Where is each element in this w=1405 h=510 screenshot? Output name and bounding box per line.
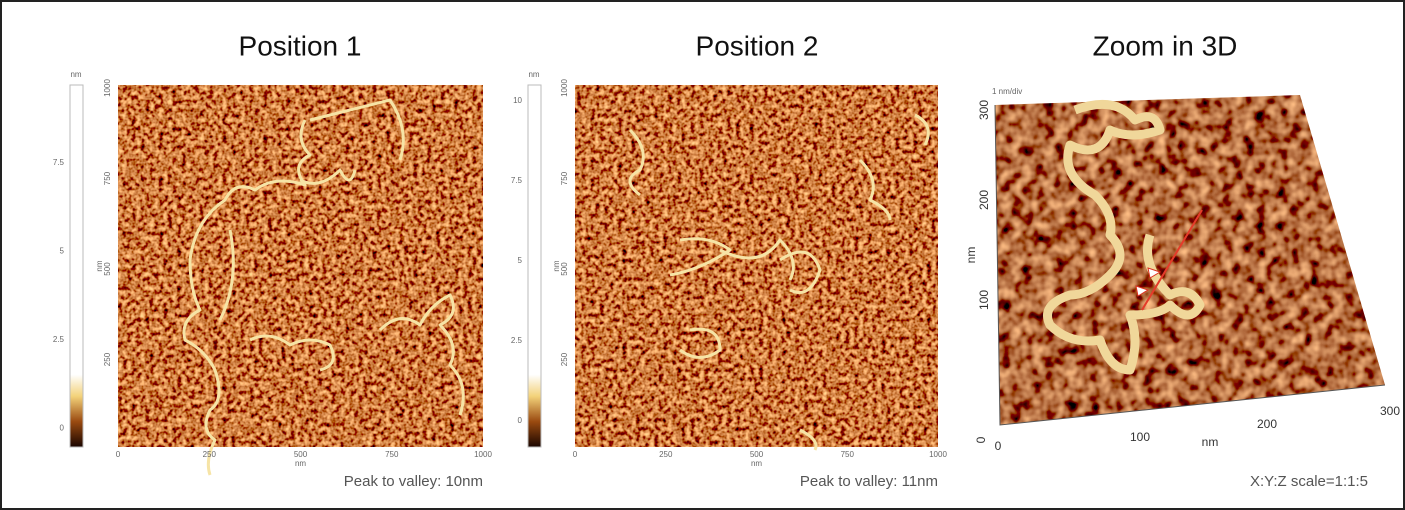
caption: Peak to valley: 11nm [800,473,938,490]
y-tick-label: 750 [103,171,112,185]
colorbar-tick: 10 [513,96,522,105]
x-tick-label: 1000 [474,450,492,459]
y-axis-label: nm [95,260,104,271]
x-tick-label: 750 [385,450,399,459]
x-tick-label: 0 [116,450,121,459]
y-tick-label: 1000 [103,79,112,97]
y-tick-label: 300 [977,100,991,120]
x-tick-label: 0 [995,439,1002,453]
panel-title: Zoom in 3D [1093,30,1238,61]
y-axis-label: nm [964,247,978,264]
y-tick-label: 100 [977,290,991,310]
x-tick-label: 100 [1130,430,1150,444]
colorbar [69,84,84,448]
colorbar-tick: 7.5 [53,158,65,167]
x-tick-label: 0 [573,450,578,459]
panel-title: Position 2 [696,30,819,61]
x-tick-label: 500 [750,450,764,459]
z-axis-label: 1 nm/div [992,87,1022,96]
colorbar-tick: 2.5 [53,335,65,344]
colorbar-tick: 0 [60,424,65,433]
x-tick-label: 250 [203,450,217,459]
marker [1147,267,1162,279]
y-tick-label: 500 [560,262,569,276]
axis-3d [994,104,1386,426]
panel-title: Position 1 [239,30,362,61]
afm-image [575,85,938,447]
afm-image [118,85,483,447]
profile-line [1141,209,1203,311]
marker [1135,285,1150,297]
x-axis-label: nm [1202,435,1219,449]
colorbar-tick: 5 [60,247,65,256]
x-tick-label: 750 [841,450,855,459]
x-axis-label: nm [751,459,762,468]
y-tick-label: 750 [560,171,569,185]
y-tick-label: 0 [974,436,988,443]
y-axis-label: nm [552,260,561,271]
x-tick-label: 1000 [929,450,947,459]
dna-strands [182,98,1205,476]
x-axis-label: nm [295,459,306,468]
x-tick-label: 250 [659,450,673,459]
colorbar-tick: 7.5 [511,176,523,185]
y-tick-label: 1000 [560,79,569,97]
y-tick-label: 250 [560,352,569,366]
y-tick-label: 500 [103,262,112,276]
colorbar-unit: nm [70,70,81,79]
colorbar-tick: 5 [518,256,523,265]
colorbar-unit: nm [528,70,539,79]
caption: X:Y:Z scale=1:1:5 [1250,473,1368,490]
x-tick-label: 200 [1257,417,1277,431]
x-tick-label: 300 [1380,404,1400,418]
x-tick-label: 500 [294,450,308,459]
colorbar-tick: 2.5 [511,336,523,345]
caption: Peak to valley: 10nm [344,473,483,490]
colorbar-tick: 0 [518,416,523,425]
colorbar [527,84,542,448]
y-tick-label: 250 [103,352,112,366]
y-tick-label: 200 [977,190,991,210]
